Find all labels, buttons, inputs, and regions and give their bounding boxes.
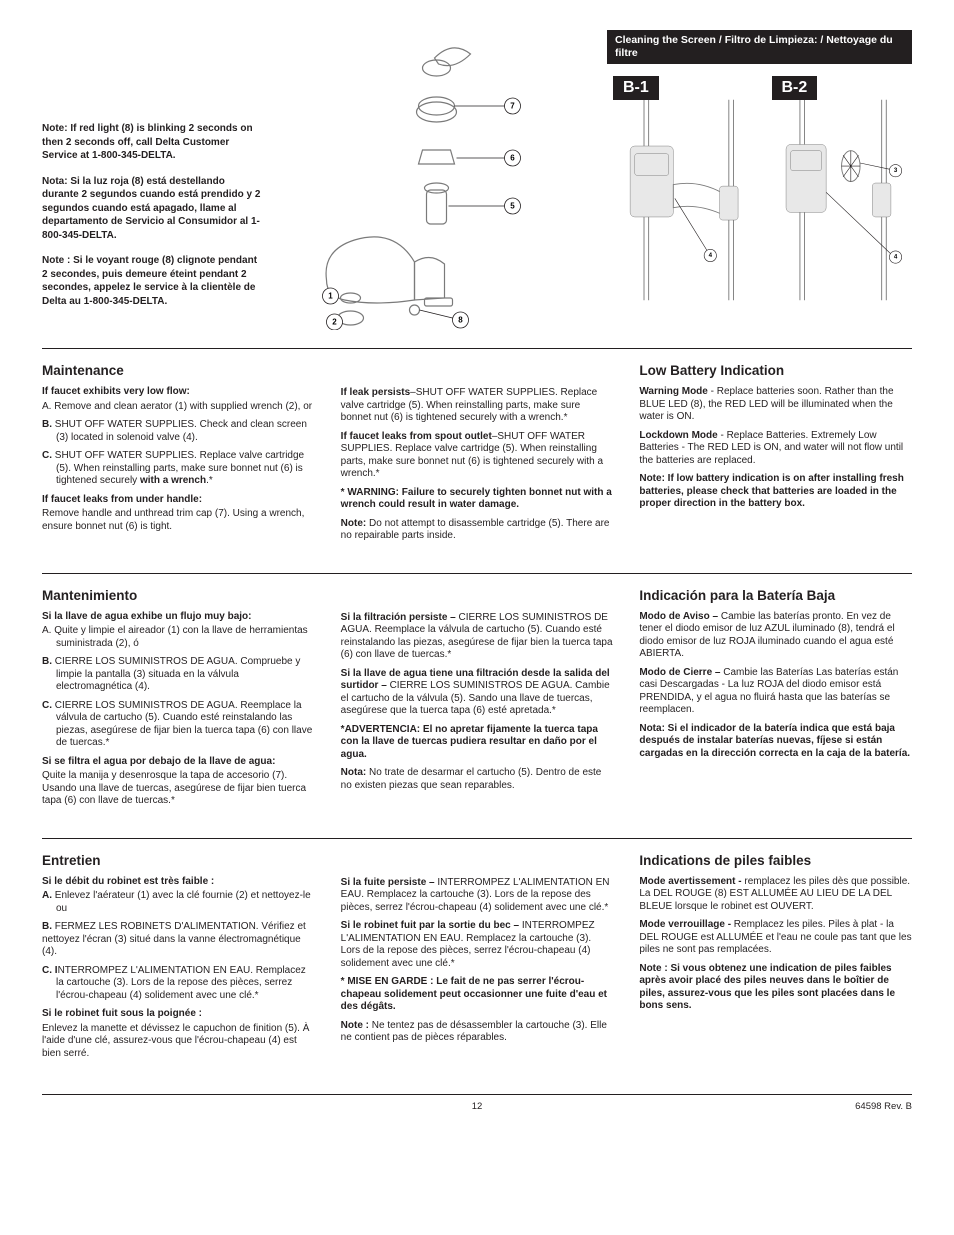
spout-es: Si la llave de agua tiene una filtración… <box>341 668 614 718</box>
warn-mode-fr: Mode avertissement - remplacez les piles… <box>639 876 912 914</box>
lowbattery-title-fr: Indications de piles faibles <box>639 853 912 870</box>
exploded-faucet-diagram: 7 6 5 1 2 8 <box>282 30 587 330</box>
note-es-body: Nota: No trate de desarmar el cartucho (… <box>341 767 614 792</box>
note-fr: Note : Si le voyant rouge (8) clignote p… <box>42 254 262 308</box>
step-c-fr: C. INTERROMPEZ L'ALIMENTATION EN EAU. Re… <box>42 965 315 1003</box>
maintenance-title-fr: Entretien <box>42 853 315 870</box>
callout-b2-3: 3 <box>893 167 897 174</box>
spout-fr: Si le robinet fuit par la sortie du bec … <box>341 920 614 970</box>
underhandle-heading-fr: Si le robinet fuit sous la poignée : <box>42 1008 315 1021</box>
note-en: Note: If red light (8) is blinking 2 sec… <box>42 122 262 163</box>
maintenance-title-es: Mantenimiento <box>42 588 315 605</box>
revision-label: 64598 Rev. B <box>855 1101 912 1113</box>
underhandle-heading-en: If faucet leaks from under handle: <box>42 494 315 507</box>
callout-6: 6 <box>510 154 515 163</box>
figure-b2: B-2 3 <box>766 70 913 330</box>
lock-mode-es: Modo de Cierre – Cambie las Baterías Las… <box>639 667 912 717</box>
figure-b1: B-1 4 <box>607 70 754 330</box>
note-en-body: Note: Do not attempt to disassemble cart… <box>341 518 614 543</box>
step-b-es: B. CIERRE LOS SUMINISTROS DE AGUA. Compr… <box>42 656 315 694</box>
section-english: Maintenance If faucet exhibits very low … <box>42 363 912 549</box>
callout-b1-4: 4 <box>709 252 713 259</box>
callout-b2-4: 4 <box>893 254 897 261</box>
low-note-fr: Note : Si vous obtenez une indication de… <box>639 963 912 1013</box>
lowflow-heading-es: Si la llave de agua exhibe un flujo muy … <box>42 611 315 624</box>
lock-mode-fr: Mode verrouillage - Remplacez les piles.… <box>639 919 912 957</box>
cleaning-header: Cleaning the Screen / Filtro de Limpieza… <box>607 30 912 64</box>
figure-b2-label: B-2 <box>772 76 818 100</box>
callout-2: 2 <box>332 318 337 327</box>
persist-fr: Si la fuite persiste – INTERROMPEZ L'ALI… <box>341 877 614 915</box>
section-french: Entretien Si le débit du robinet est trè… <box>42 853 912 1066</box>
section-spanish: Mantenimiento Si la llave de agua exhibe… <box>42 588 912 814</box>
lowbattery-title-es: Indicación para la Batería Baja <box>639 588 912 605</box>
warning-fr: * MISE EN GARDE : Le fait de ne pas serr… <box>341 976 614 1014</box>
callout-5: 5 <box>510 202 515 211</box>
step-a-fr: A. Enlevez l'aérateur (1) avec la clé fo… <box>42 890 315 915</box>
callout-7: 7 <box>510 102 515 111</box>
lowflow-heading-fr: Si le débit du robinet est très faible : <box>42 876 315 889</box>
note-es: Nota: Si la luz roja (8) está destelland… <box>42 175 262 243</box>
maintenance-title-en: Maintenance <box>42 363 315 380</box>
persist-es: Si la filtración persiste – CIERRE LOS S… <box>341 612 614 662</box>
underhandle-text-en: Remove handle and unthread trim cap (7).… <box>42 508 315 533</box>
underhandle-text-es: Quite la manija y desenrosque la tapa de… <box>42 770 315 808</box>
lock-mode-en: Lockdown Mode - Replace Batteries. Extre… <box>639 430 912 468</box>
underhandle-heading-es: Si se filtra el agua por debajo de la ll… <box>42 756 315 769</box>
warning-en: * WARNING: Failure to securely tighten b… <box>341 487 614 512</box>
top-notes: Note: If red light (8) is blinking 2 sec… <box>42 30 262 330</box>
warn-mode-en: Warning Mode - Replace batteries soon. R… <box>639 386 912 424</box>
warn-mode-es: Modo de Aviso – Cambie las baterías pron… <box>639 611 912 661</box>
step-c-en: C. SHUT OFF WATER SUPPLIES. Replace valv… <box>42 450 315 488</box>
low-note-es: Nota: Si el indicador de la batería indi… <box>639 723 912 761</box>
underhandle-text-fr: Enlevez la manette et dévissez le capuch… <box>42 1023 315 1061</box>
figure-b1-label: B-1 <box>613 76 659 100</box>
lowflow-heading-en: If faucet exhibits very low flow: <box>42 386 315 399</box>
spout-en: If faucet leaks from spout outlet–SHUT O… <box>341 431 614 481</box>
step-a-en: A. Remove and clean aerator (1) with sup… <box>42 401 315 414</box>
step-c-es: C. CIERRE LOS SUMINISTROS DE AGUA. Reemp… <box>42 700 315 750</box>
page-footer: 12 64598 Rev. B <box>42 1094 912 1113</box>
callout-8: 8 <box>458 316 463 325</box>
low-note-en: Note: If low battery indication is on af… <box>639 473 912 511</box>
step-a-es: A. Quite y limpie el aireador (1) con la… <box>42 625 315 650</box>
page-number: 12 <box>472 1101 483 1113</box>
step-b-fr: B. FERMEZ LES ROBINETS D'ALIMENTATION. V… <box>42 921 315 959</box>
persist-en: If leak persists–SHUT OFF WATER SUPPLIES… <box>341 387 614 425</box>
note-fr-body: Note : Ne tentez pas de désassembler la … <box>341 1020 614 1045</box>
warning-es: *ADVERTENCIA: El no apretar fijamente la… <box>341 724 614 762</box>
callout-1: 1 <box>328 292 333 301</box>
cleaning-section: Cleaning the Screen / Filtro de Limpieza… <box>607 30 912 330</box>
lowbattery-title-en: Low Battery Indication <box>639 363 912 380</box>
step-b-en: B. SHUT OFF WATER SUPPLIES. Check and cl… <box>42 419 315 444</box>
